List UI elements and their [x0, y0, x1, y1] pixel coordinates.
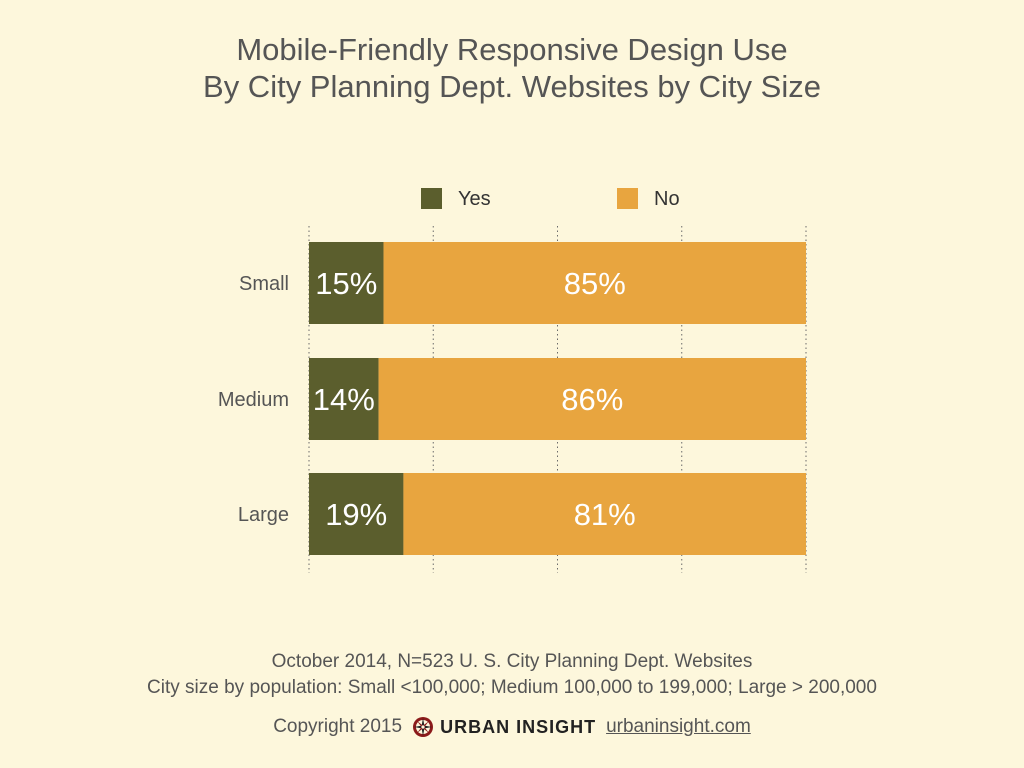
chart-title-line-1: Mobile-Friendly Responsive Design Use: [236, 32, 788, 67]
footnote-sample: October 2014, N=523 U. S. City Planning …: [271, 651, 753, 672]
credit-row: Copyright 2015 URBAN INSIGHT urbaninsigh…: [0, 713, 1024, 741]
bar-yes-medium: [309, 358, 379, 440]
category-label: Large: [238, 504, 289, 526]
legend-swatch-no: [617, 188, 638, 209]
brand-name: URBAN INSIGHT: [440, 716, 597, 737]
legend-label-yes: Yes: [458, 188, 491, 210]
compass-rose-icon: [413, 717, 434, 737]
category-label: Small: [239, 273, 289, 295]
bar-yes-small: [309, 242, 384, 324]
copyright-text: Copyright 2015: [273, 716, 403, 737]
data-label: 85%: [564, 266, 626, 301]
legend-swatch-yes: [421, 188, 442, 209]
brand: URBAN INSIGHT: [412, 716, 596, 738]
footnote-city-size: City size by population: Small <100,000;…: [147, 677, 877, 698]
category-label: Medium: [218, 389, 289, 411]
brand-link[interactable]: urbaninsight.com: [606, 716, 751, 737]
data-label: 86%: [561, 382, 623, 417]
data-label: 19%: [325, 497, 387, 532]
chart-title-line-2: By City Planning Dept. Websites by City …: [203, 69, 821, 104]
bar-no-small: [383, 242, 806, 324]
bar-no-medium: [378, 358, 806, 440]
bar-yes-large: [309, 473, 404, 555]
legend-label-no: No: [654, 188, 680, 210]
data-label: 15%: [315, 266, 377, 301]
chart-plot: Yes No Small 15% 85% Medium 14% 86% Large 19% 81%: [218, 188, 807, 573]
data-label: 81%: [574, 497, 636, 532]
bar-no-large: [403, 473, 806, 555]
data-label: 14%: [313, 382, 375, 417]
